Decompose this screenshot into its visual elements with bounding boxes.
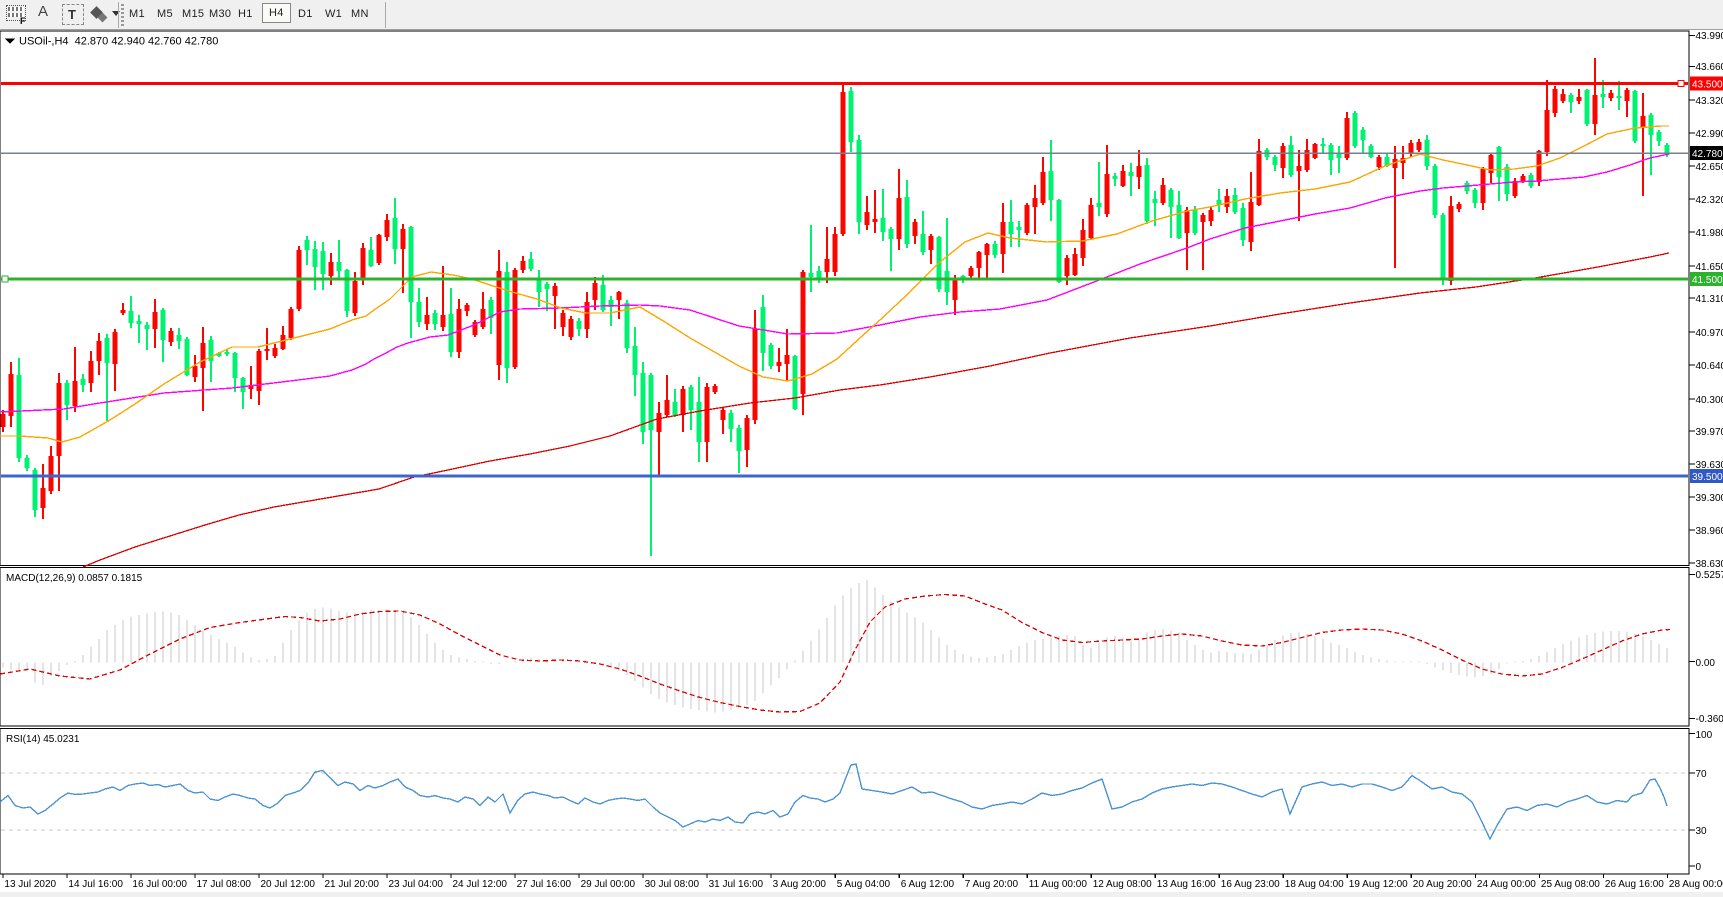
svg-text:41.310: 41.310 [1696, 294, 1723, 305]
svg-text:0: 0 [1696, 862, 1702, 873]
svg-text:24 Aug 00:00: 24 Aug 00:00 [1477, 879, 1536, 890]
svg-text:16 Aug 23:00: 16 Aug 23:00 [1221, 879, 1280, 890]
svg-text:27 Jul 16:00: 27 Jul 16:00 [517, 879, 572, 890]
svg-text:39.300: 39.300 [1696, 493, 1723, 504]
svg-text:-0.3603: -0.3603 [1696, 714, 1723, 725]
svg-text:28 Aug 00:00: 28 Aug 00:00 [1669, 879, 1723, 890]
svg-text:41.500: 41.500 [1692, 275, 1723, 286]
svg-text:0.00: 0.00 [1696, 658, 1716, 669]
svg-text:16 Jul 00:00: 16 Jul 00:00 [132, 879, 187, 890]
svg-text:42.990: 42.990 [1696, 129, 1723, 140]
svg-text:30: 30 [1696, 826, 1708, 837]
svg-text:43.500: 43.500 [1692, 80, 1723, 91]
svg-text:40.970: 40.970 [1696, 328, 1723, 339]
svg-text:7 Aug 20:00: 7 Aug 20:00 [965, 879, 1019, 890]
svg-text:39.970: 39.970 [1696, 427, 1723, 438]
svg-text:USOil-,H4 42.870 42.940 42.76: USOil-,H4 42.870 42.940 42.760 42.780 [19, 36, 218, 48]
svg-text:31 Jul 16:00: 31 Jul 16:00 [709, 879, 764, 890]
svg-text:19 Aug 12:00: 19 Aug 12:00 [1349, 879, 1408, 890]
svg-text:20 Jul 12:00: 20 Jul 12:00 [261, 879, 316, 890]
svg-text:43.320: 43.320 [1696, 96, 1723, 107]
svg-text:0.5257: 0.5257 [1696, 570, 1723, 581]
svg-text:23 Jul 04:00: 23 Jul 04:00 [389, 879, 444, 890]
svg-text:13 Aug 16:00: 13 Aug 16:00 [1157, 879, 1216, 890]
svg-text:14 Jul 16:00: 14 Jul 16:00 [68, 879, 123, 890]
svg-text:42.320: 42.320 [1696, 195, 1723, 206]
svg-text:3 Aug 20:00: 3 Aug 20:00 [773, 879, 827, 890]
svg-text:24 Jul 12:00: 24 Jul 12:00 [453, 879, 508, 890]
svg-text:17 Jul 08:00: 17 Jul 08:00 [197, 879, 252, 890]
svg-text:11 Aug 00:00: 11 Aug 00:00 [1029, 879, 1088, 890]
svg-text:42.650: 42.650 [1696, 162, 1723, 173]
svg-text:41.650: 41.650 [1696, 262, 1723, 273]
svg-text:40.300: 40.300 [1696, 395, 1723, 406]
svg-text:43.660: 43.660 [1696, 62, 1723, 73]
svg-text:29 Jul 00:00: 29 Jul 00:00 [581, 879, 636, 890]
svg-text:40.640: 40.640 [1696, 361, 1723, 372]
svg-text:25 Aug 08:00: 25 Aug 08:00 [1541, 879, 1600, 890]
svg-text:21 Jul 20:00: 21 Jul 20:00 [325, 879, 380, 890]
svg-text:6 Aug 12:00: 6 Aug 12:00 [901, 879, 955, 890]
svg-text:5 Aug 04:00: 5 Aug 04:00 [837, 879, 891, 890]
svg-text:12 Aug 08:00: 12 Aug 08:00 [1093, 879, 1152, 890]
svg-text:RSI(14) 45.0231: RSI(14) 45.0231 [6, 734, 80, 745]
svg-text:42.780: 42.780 [1692, 149, 1723, 160]
svg-text:39.630: 39.630 [1696, 460, 1723, 471]
svg-text:26 Aug 16:00: 26 Aug 16:00 [1605, 879, 1664, 890]
svg-text:18 Aug 04:00: 18 Aug 04:00 [1285, 879, 1344, 890]
svg-text:MACD(12,26,9) 0.0857 0.1815: MACD(12,26,9) 0.0857 0.1815 [6, 573, 143, 584]
svg-text:38.960: 38.960 [1696, 526, 1723, 537]
svg-text:39.500: 39.500 [1692, 472, 1723, 483]
svg-text:100: 100 [1696, 730, 1713, 741]
svg-text:70: 70 [1696, 769, 1708, 780]
svg-text:43.990: 43.990 [1696, 31, 1723, 42]
svg-text:30 Jul 08:00: 30 Jul 08:00 [645, 879, 700, 890]
svg-text:13 Jul 2020: 13 Jul 2020 [4, 879, 56, 890]
svg-text:41.980: 41.980 [1696, 228, 1723, 239]
svg-text:20 Aug 20:00: 20 Aug 20:00 [1413, 879, 1472, 890]
svg-text:38.630: 38.630 [1696, 559, 1723, 570]
